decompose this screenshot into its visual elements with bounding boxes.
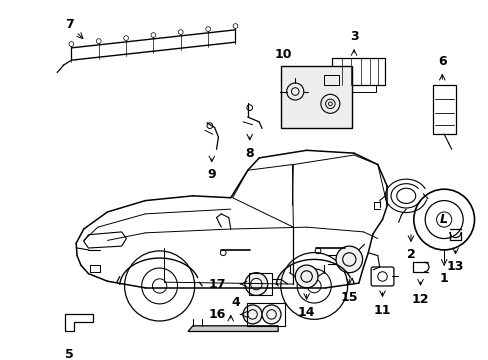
Circle shape <box>262 305 281 324</box>
Text: 7: 7 <box>65 18 74 31</box>
Text: 15: 15 <box>340 291 357 304</box>
Text: 2: 2 <box>406 248 414 261</box>
Text: 4: 4 <box>231 296 240 309</box>
Text: 14: 14 <box>297 306 315 319</box>
Bar <box>323 75 338 85</box>
Text: 1: 1 <box>439 272 447 285</box>
Text: L: L <box>439 213 447 226</box>
Text: 11: 11 <box>373 304 390 317</box>
Bar <box>248 273 272 296</box>
Text: 16: 16 <box>208 308 225 321</box>
Bar <box>341 85 375 93</box>
Circle shape <box>295 265 317 288</box>
Text: 9: 9 <box>207 168 216 181</box>
Text: 5: 5 <box>65 348 74 360</box>
Circle shape <box>286 83 303 100</box>
Bar <box>331 58 385 85</box>
Bar <box>246 303 284 326</box>
Text: 12: 12 <box>411 293 428 306</box>
Text: 8: 8 <box>245 147 253 159</box>
Text: 13: 13 <box>446 261 463 274</box>
Bar <box>432 85 455 134</box>
Text: 10: 10 <box>274 48 291 61</box>
Bar <box>281 66 351 127</box>
Circle shape <box>243 305 262 324</box>
Circle shape <box>320 94 339 113</box>
Circle shape <box>244 273 267 296</box>
Text: 6: 6 <box>437 55 446 68</box>
Circle shape <box>335 246 362 273</box>
Text: 17: 17 <box>208 278 225 291</box>
Polygon shape <box>188 326 278 332</box>
Text: 3: 3 <box>349 30 358 43</box>
